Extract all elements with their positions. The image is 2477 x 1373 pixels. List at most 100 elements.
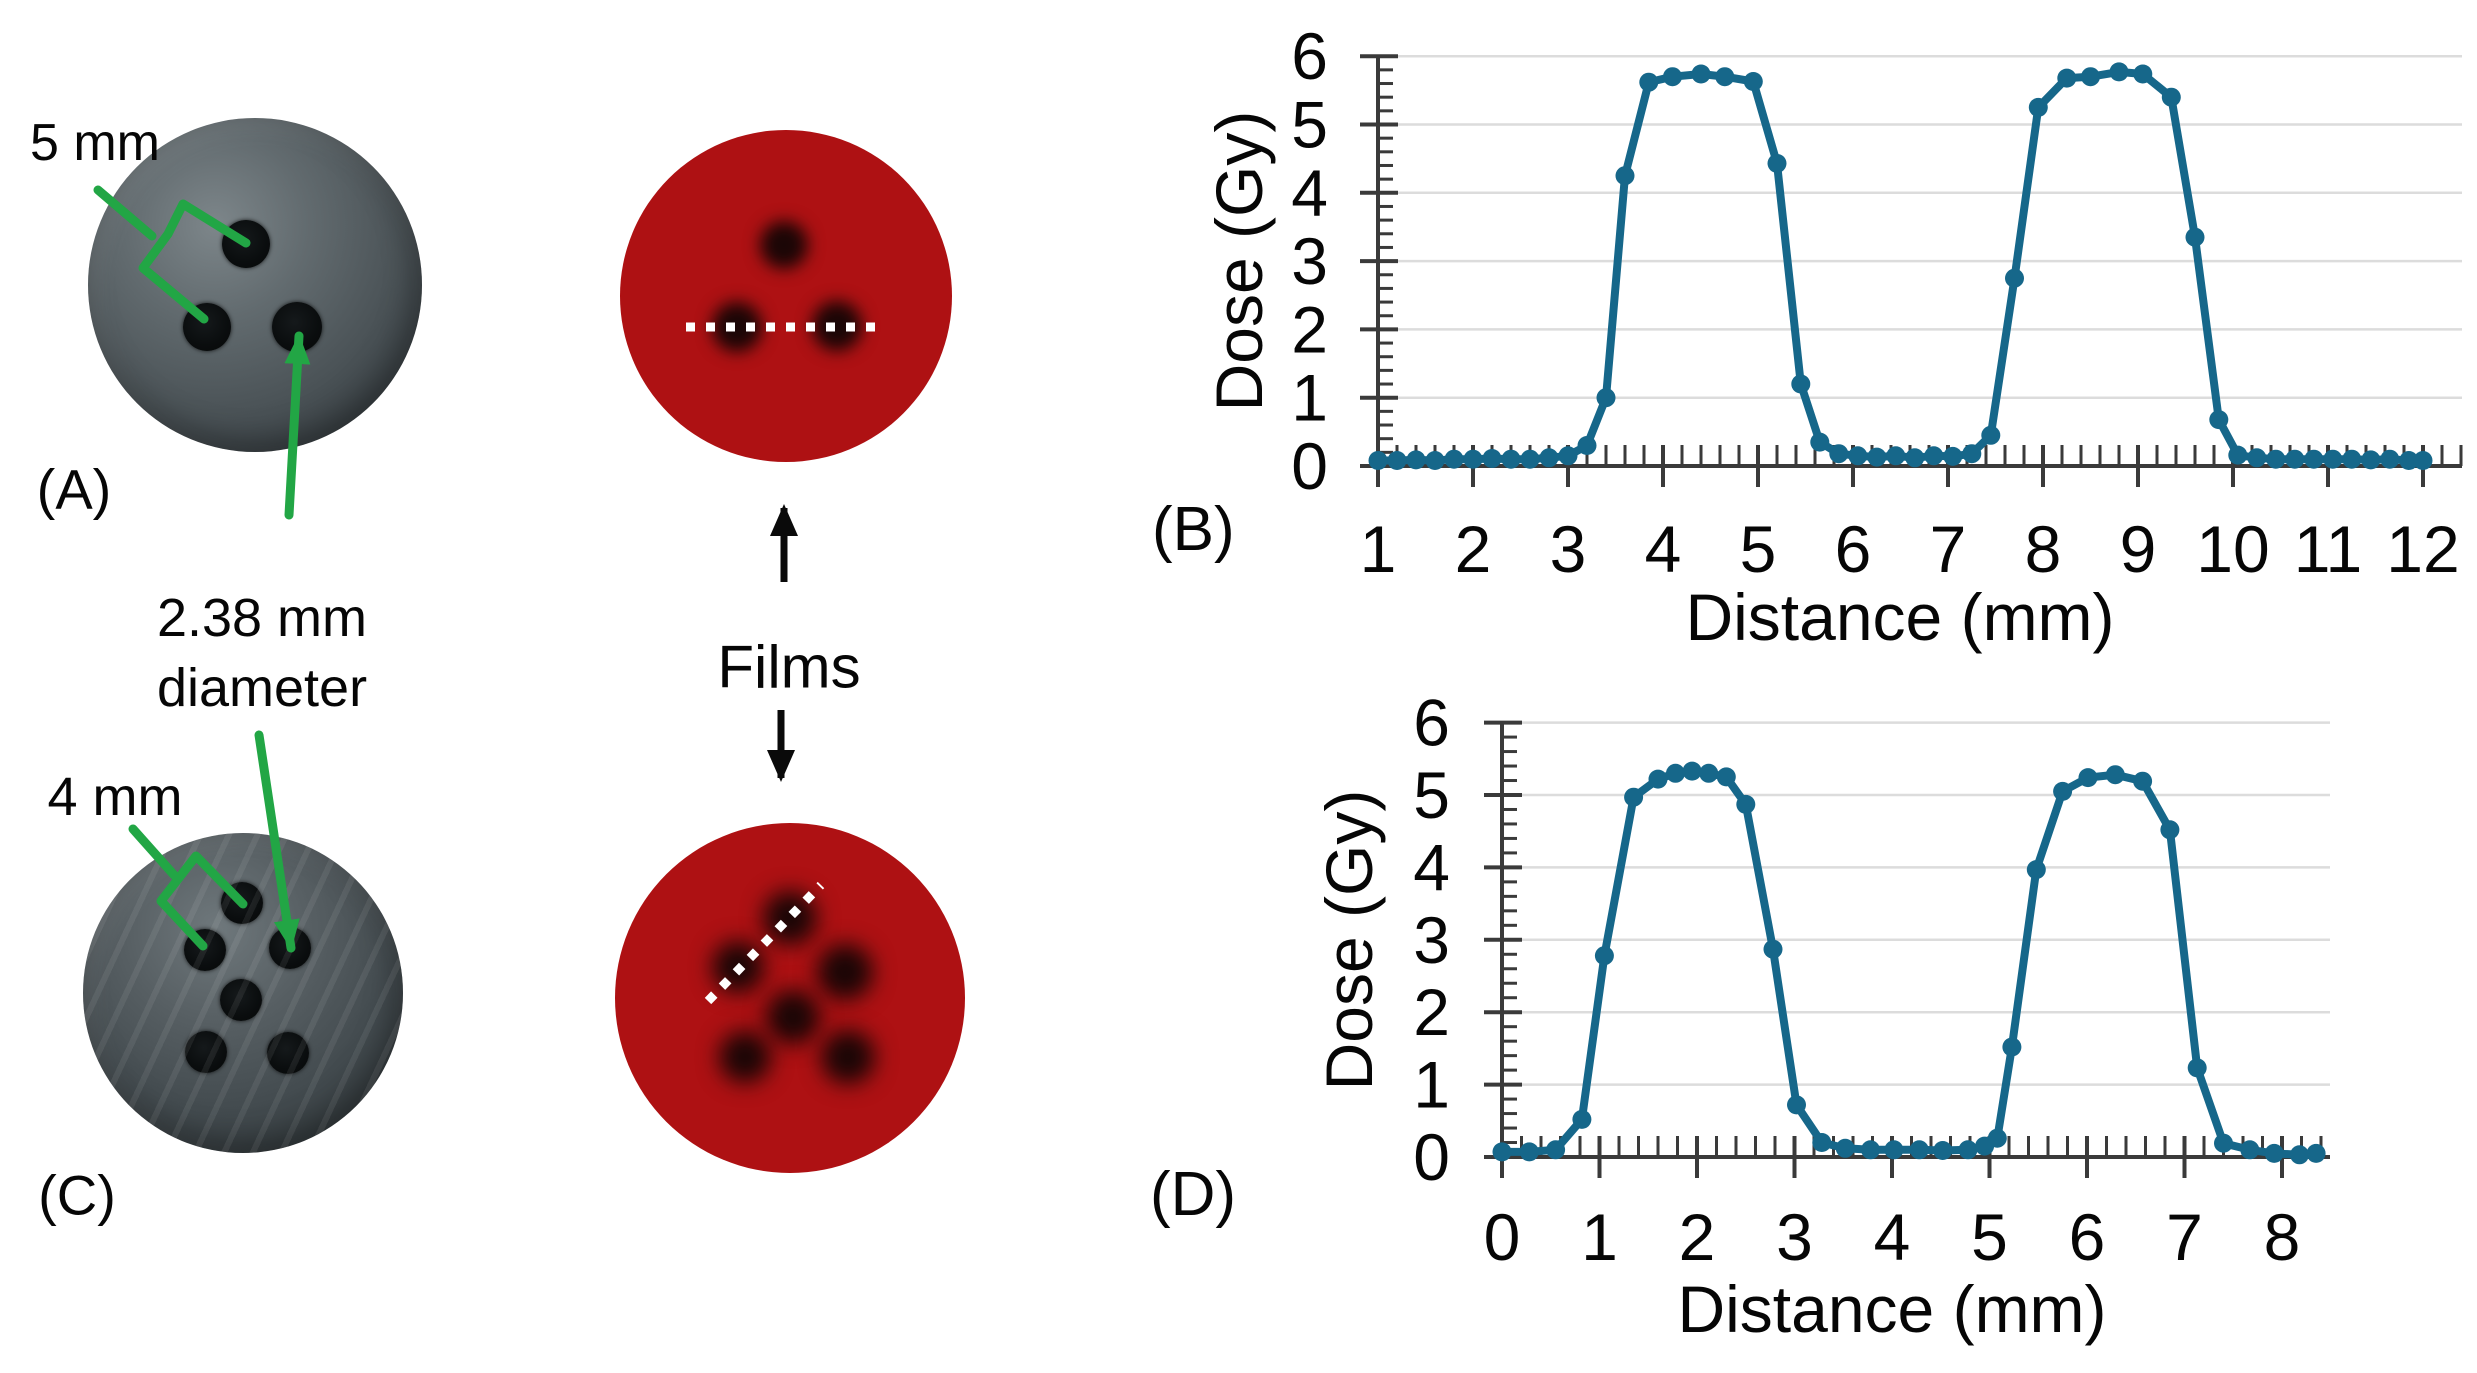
x-tick-label: 10 bbox=[2196, 512, 2269, 586]
y-tick-label: 3 bbox=[1413, 903, 1450, 977]
dose-series-marker bbox=[2247, 448, 2267, 468]
y-tick-label: 0 bbox=[1291, 429, 1328, 503]
label-diameter: 2.38 mm diameter bbox=[157, 583, 367, 723]
dose-series-marker bbox=[2185, 227, 2205, 247]
dose-series-marker bbox=[2053, 781, 2073, 801]
dose-series-marker bbox=[1519, 1142, 1539, 1162]
dose-series-marker bbox=[1406, 450, 1426, 470]
five-mm-pointer-line bbox=[93, 185, 157, 241]
dose-series-marker bbox=[1867, 447, 1887, 467]
dose-series-marker bbox=[2028, 97, 2048, 117]
y-tick-label: 6 bbox=[1291, 19, 1328, 93]
dose-series-marker bbox=[1909, 1140, 1929, 1160]
five-mm-bracket bbox=[138, 199, 251, 324]
dose-series-marker bbox=[2105, 765, 2125, 785]
four-mm-bracket bbox=[156, 851, 248, 951]
x-tick-label: 7 bbox=[2166, 1200, 2203, 1274]
dose-series-marker bbox=[1699, 763, 1719, 783]
dose-series-marker bbox=[1886, 446, 1906, 466]
x-axis-title: Distance (mm) bbox=[1677, 1272, 2106, 1346]
dose-series-marker bbox=[1482, 449, 1502, 468]
dose-series-marker bbox=[1791, 374, 1811, 394]
y-tick-label: 6 bbox=[1413, 690, 1450, 760]
dose-series-marker bbox=[2240, 1140, 2260, 1160]
four-mm-pointer-line bbox=[128, 824, 179, 880]
dose-series-marker bbox=[1736, 794, 1756, 814]
dose-spot bbox=[817, 944, 873, 1000]
dose-series-marker bbox=[2187, 1058, 2207, 1078]
dose-series-marker bbox=[1596, 388, 1616, 408]
dose-series-marker bbox=[1546, 1140, 1566, 1160]
dose-spot bbox=[821, 1030, 875, 1084]
dose-series-marker bbox=[2133, 771, 2153, 791]
dose-series-marker bbox=[2304, 449, 2324, 469]
y-axis-title: Dose (Gy) bbox=[1202, 111, 1276, 412]
dose-series-marker bbox=[2323, 449, 2343, 469]
label-diameter-line2: diameter bbox=[156, 658, 368, 718]
label-diameter-line1: 2.38 mm bbox=[156, 587, 368, 648]
dose-series-marker bbox=[1577, 436, 1597, 455]
dose-series-marker bbox=[2214, 1133, 2233, 1153]
dose-series-marker bbox=[1539, 448, 1559, 468]
dose-series-marker bbox=[1933, 1141, 1953, 1160]
dose-series-marker bbox=[2160, 820, 2180, 840]
panel-label-c: (C) bbox=[38, 1163, 116, 1227]
annotation-overlay bbox=[93, 185, 877, 1005]
x-tick-label: 7 bbox=[1930, 512, 1967, 586]
x-tick-label: 6 bbox=[2069, 1200, 2106, 1274]
dose-series-marker bbox=[2228, 445, 2248, 465]
dose-series-marker bbox=[1905, 448, 1925, 468]
dose-series-marker bbox=[2133, 64, 2153, 84]
dose-series-marker bbox=[1682, 761, 1702, 781]
dose-series-marker bbox=[1924, 446, 1944, 466]
dose-series-marker bbox=[2109, 62, 2129, 82]
dose-series-marker bbox=[2380, 449, 2400, 469]
dose-series-marker bbox=[2002, 1037, 2022, 1057]
collimator-photo-c bbox=[83, 833, 403, 1153]
x-tick-label: 4 bbox=[1645, 512, 1682, 586]
dose-series-marker bbox=[1835, 1138, 1855, 1158]
dose-series-marker bbox=[1648, 769, 1668, 789]
dose-series-marker bbox=[2413, 451, 2433, 470]
dose-series-line bbox=[1498, 767, 2321, 1159]
film-image-top bbox=[620, 130, 952, 462]
dose-series-marker bbox=[1387, 451, 1407, 470]
x-tick-label: 0 bbox=[1484, 1200, 1521, 1274]
label-5mm: 5 mm bbox=[30, 114, 160, 172]
x-tick-label: 8 bbox=[2025, 512, 2062, 586]
x-tick-label: 5 bbox=[1740, 512, 1777, 586]
y-tick-label: 5 bbox=[1413, 758, 1450, 832]
label-films: Films bbox=[717, 633, 861, 701]
dose-series-marker bbox=[2161, 87, 2181, 107]
dose-series-marker bbox=[1425, 451, 1445, 470]
dose-spot bbox=[760, 221, 808, 269]
dose-series-marker bbox=[1501, 449, 1521, 469]
dose-series-marker bbox=[1962, 444, 1982, 464]
dose-series-marker bbox=[1492, 1142, 1512, 1162]
dose-series-marker bbox=[1624, 787, 1644, 807]
x-tick-label: 8 bbox=[2264, 1200, 2301, 1274]
dose-series-marker bbox=[2290, 1145, 2309, 1165]
panel-label: (B) bbox=[1152, 495, 1235, 564]
dose-series-marker bbox=[1666, 763, 1685, 783]
x-tick-label: 1 bbox=[1581, 1200, 1618, 1274]
dose-series-marker bbox=[2266, 449, 2286, 469]
dose-series-marker bbox=[1639, 72, 1659, 92]
panel-label: (D) bbox=[1150, 1160, 1236, 1229]
dose-series-marker bbox=[2078, 768, 2098, 788]
dose-series-marker bbox=[1520, 449, 1540, 469]
x-tick-label: 5 bbox=[1971, 1200, 2008, 1274]
dose-series-marker bbox=[1691, 64, 1711, 84]
y-tick-label: 1 bbox=[1291, 361, 1328, 435]
dose-series-marker bbox=[1572, 1109, 1592, 1129]
y-tick-label: 0 bbox=[1413, 1120, 1450, 1194]
panel-label-a: (A) bbox=[36, 457, 112, 521]
dose-series-marker bbox=[1861, 1140, 1880, 1160]
x-tick-label: 9 bbox=[2120, 512, 2157, 586]
dose-series-marker bbox=[2081, 67, 2100, 87]
dose-series-marker bbox=[2342, 449, 2362, 469]
dose-series-marker bbox=[2306, 1143, 2326, 1163]
